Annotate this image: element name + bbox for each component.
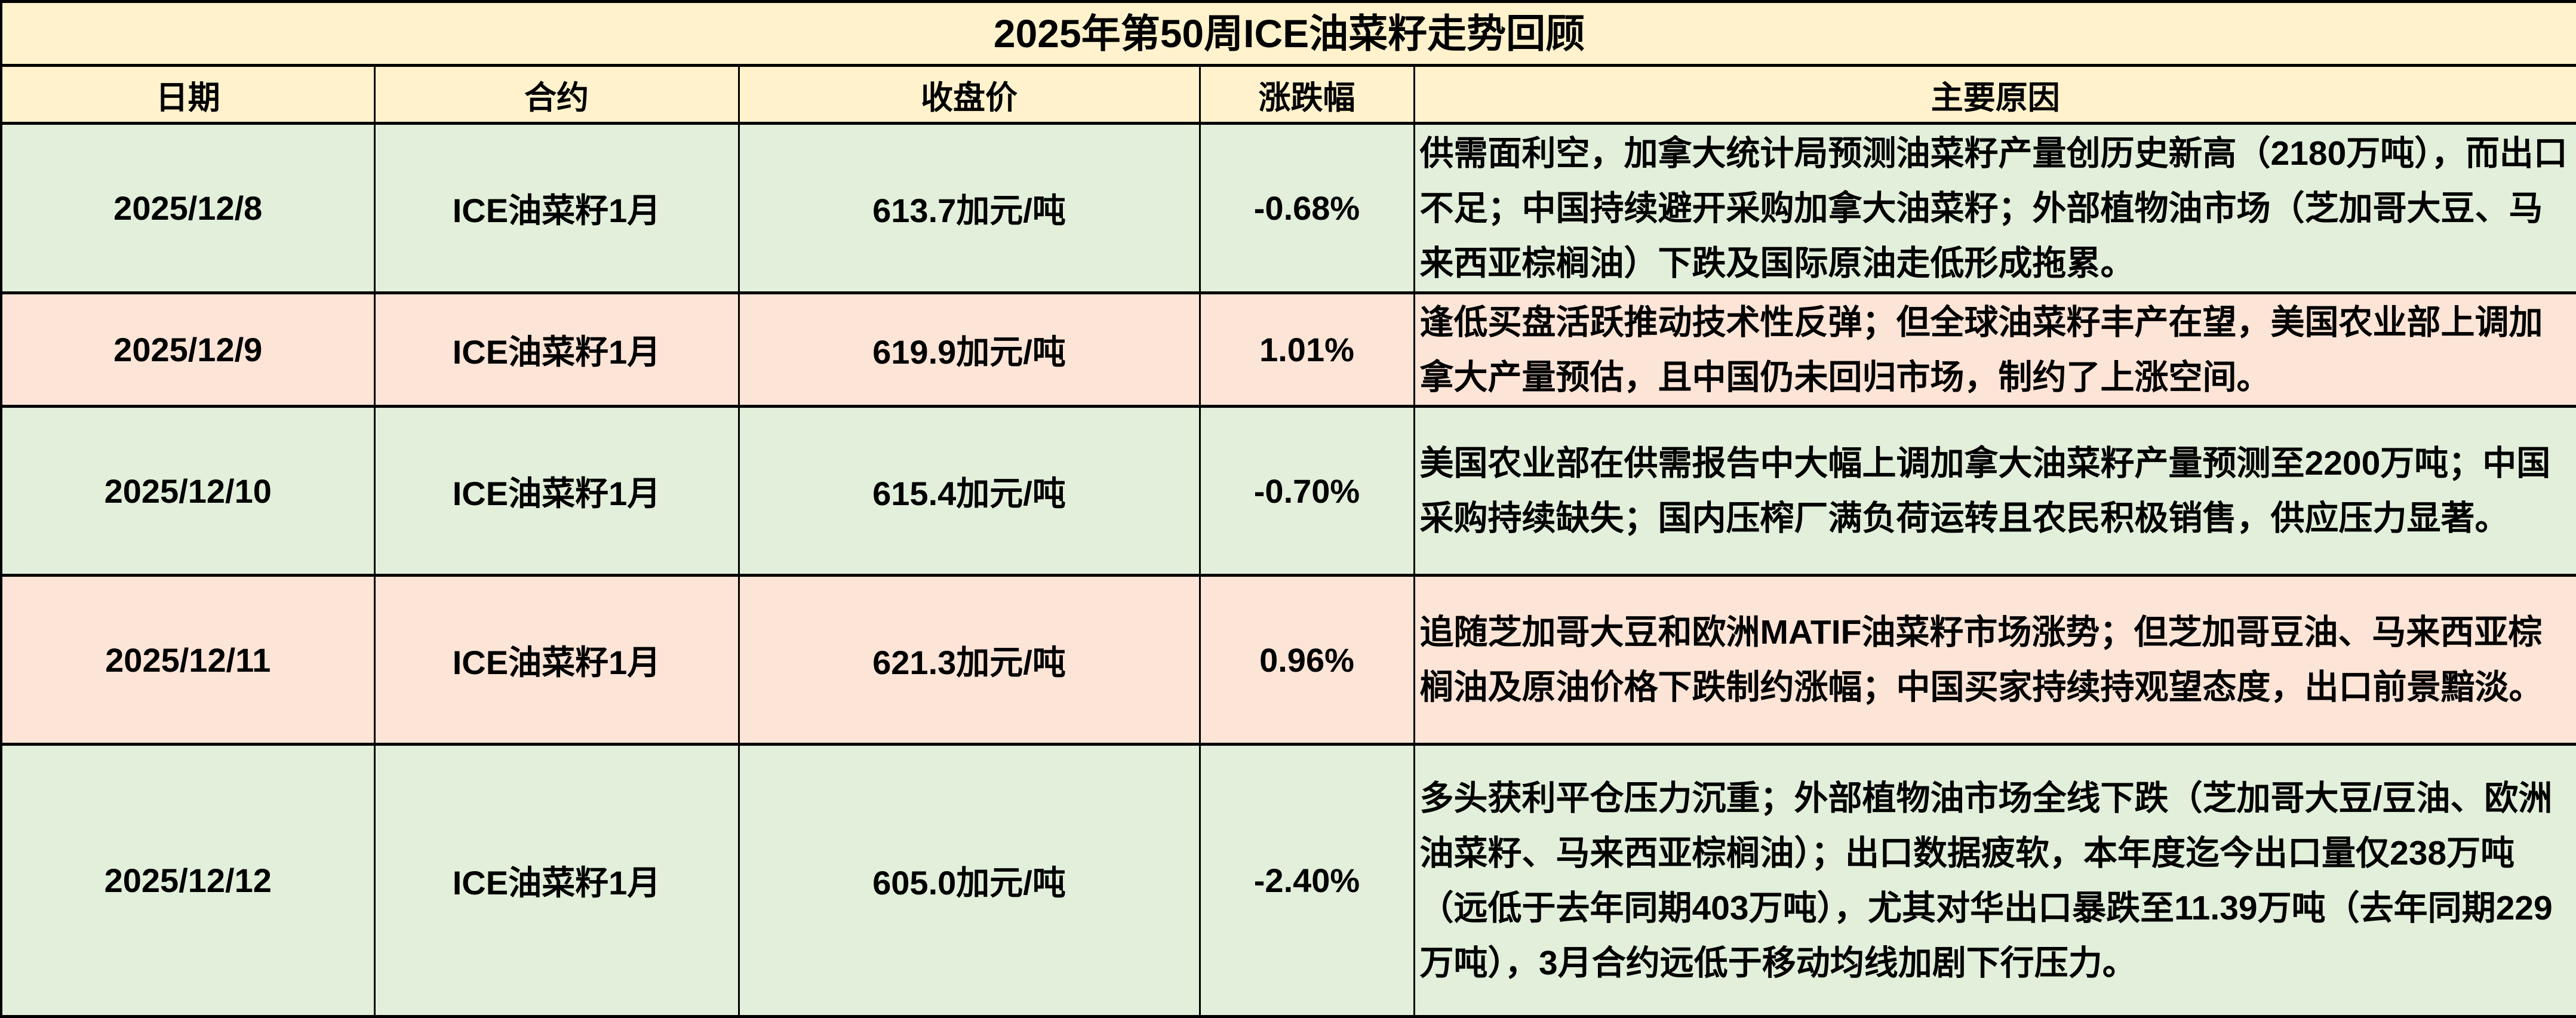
title-row: 2025年第50周ICE油菜籽走势回顾 bbox=[0, 0, 2576, 67]
page-title: 2025年第50周ICE油菜籽走势回顾 bbox=[0, 0, 2576, 67]
table-row: 2025/12/8 ICE油菜籽1月 613.7加元/吨 -0.68% 供需面利空，加拿… bbox=[0, 122, 2576, 294]
change-percent-cell: -0.70% bbox=[1198, 405, 1415, 577]
close-price-cell: 605.0加元/吨 bbox=[737, 743, 1201, 1018]
date-cell: 2025/12/8 bbox=[0, 122, 376, 294]
reason-cell: 美国农业部在供需报告中大幅上调加拿大油菜籽产量预测至2200万吨；中国采购持续缺… bbox=[1413, 405, 2576, 577]
table-row: 2025/12/11 ICE油菜籽1月 621.3加元/吨 0.96% 追随芝加哥大豆和… bbox=[0, 574, 2576, 746]
reason-cell: 供需面利空，加拿大统计局预测油菜籽产量创历史新高（2180万吨），而出口不足；中… bbox=[1413, 122, 2576, 294]
reason-cell: 多头获利平仓压力沉重；外部植物油市场全线下跌（芝加哥大豆/豆油、欧洲油菜籽、马来… bbox=[1413, 743, 2576, 1018]
contract-cell: ICE油菜籽1月 bbox=[373, 574, 740, 746]
contract-cell: ICE油菜籽1月 bbox=[373, 291, 740, 408]
header-change-percent: 涨跌幅 bbox=[1198, 64, 1415, 125]
header-close-price: 收盘价 bbox=[737, 64, 1201, 125]
date-cell: 2025/12/10 bbox=[0, 405, 376, 577]
contract-cell: ICE油菜籽1月 bbox=[373, 743, 740, 1018]
table-row: 2025/12/12 ICE油菜籽1月 605.0加元/吨 -2.40% 多头获利平仓压… bbox=[0, 743, 2576, 1018]
table-body: 2025/12/8 ICE油菜籽1月 613.7加元/吨 -0.68% 供需面利空，加拿… bbox=[0, 122, 2576, 1018]
header-main-reason: 主要原因 bbox=[1413, 64, 2576, 125]
change-percent-cell: -2.40% bbox=[1198, 743, 1415, 1018]
date-cell: 2025/12/12 bbox=[0, 743, 376, 1018]
header-date: 日期 bbox=[0, 64, 376, 125]
close-price-cell: 621.3加元/吨 bbox=[737, 574, 1201, 746]
header-row: 日期 合约 收盘价 涨跌幅 主要原因 bbox=[0, 64, 2576, 125]
reason-cell: 追随芝加哥大豆和欧洲MATIF油菜籽市场涨势；但芝加哥豆油、马来西亚棕榈油及原油… bbox=[1413, 574, 2576, 746]
close-price-cell: 619.9加元/吨 bbox=[737, 291, 1201, 408]
change-percent-cell: 0.96% bbox=[1198, 574, 1415, 746]
header-contract: 合约 bbox=[373, 64, 740, 125]
date-cell: 2025/12/9 bbox=[0, 291, 376, 408]
change-percent-cell: -0.68% bbox=[1198, 122, 1415, 294]
contract-cell: ICE油菜籽1月 bbox=[373, 122, 740, 294]
date-cell: 2025/12/11 bbox=[0, 574, 376, 746]
contract-cell: ICE油菜籽1月 bbox=[373, 405, 740, 577]
table-row: 2025/12/10 ICE油菜籽1月 615.4加元/吨 -0.70% 美国农业部在供… bbox=[0, 405, 2576, 577]
reason-cell: 逢低买盘活跃推动技术性反弹；但全球油菜籽丰产在望，美国农业部上调加拿大产量预估，… bbox=[1413, 291, 2576, 408]
table-row: 2025/12/9 ICE油菜籽1月 619.9加元/吨 1.01% 逢低买盘活跃推动技… bbox=[0, 291, 2576, 408]
close-price-cell: 615.4加元/吨 bbox=[737, 405, 1201, 577]
change-percent-cell: 1.01% bbox=[1198, 291, 1415, 408]
close-price-cell: 613.7加元/吨 bbox=[737, 122, 1201, 294]
